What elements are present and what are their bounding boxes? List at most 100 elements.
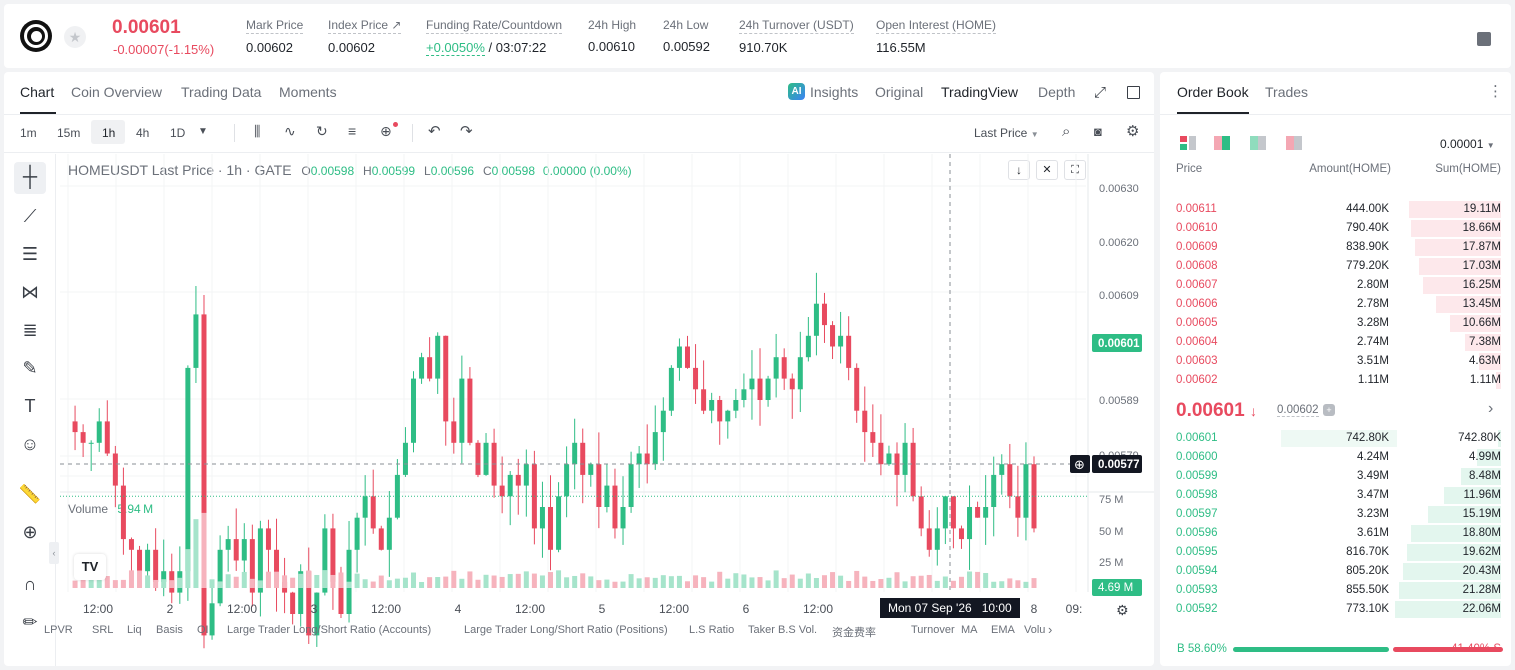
refresh-icon[interactable]: ↻ xyxy=(316,123,328,139)
gear-icon[interactable]: ⚙ xyxy=(1126,123,1140,140)
indicator-item[interactable]: Large Trader Long/Short Ratio (Positions… xyxy=(464,624,668,636)
template-icon[interactable]: ≡ xyxy=(348,123,357,139)
indicator-item[interactable]: EMA xyxy=(991,624,1015,636)
tab-coin-overview[interactable]: Coin Overview xyxy=(71,84,163,100)
indicator-item[interactable]: 资金费率 xyxy=(832,627,876,639)
indicator-item[interactable]: Large Trader Long/Short Ratio (Accounts) xyxy=(227,624,432,636)
indicator-item[interactable]: Turnover xyxy=(911,624,955,636)
tab-trades[interactable]: Trades xyxy=(1265,84,1309,100)
bid-row[interactable]: 0.00594 805.20K 20.43M xyxy=(1160,562,1511,581)
chart-settings-icon[interactable]: ⚙ xyxy=(1116,602,1129,618)
stat-24h-high: 24h High 0.00610 xyxy=(588,18,636,54)
timeframe-1d[interactable]: 1D xyxy=(170,126,186,140)
candles-icon[interactable]: ⫼ xyxy=(254,123,261,139)
tab-order-book[interactable]: Order Book xyxy=(1177,84,1249,100)
bid-row[interactable]: 0.00600 4.24M 4.99M xyxy=(1160,448,1511,467)
indicator-item[interactable]: L.S Ratio xyxy=(689,624,735,636)
collapse-toolbar-icon[interactable]: ‹ xyxy=(49,542,59,564)
indicators-icon[interactable]: ∿ xyxy=(284,123,296,139)
fullscreen-icon[interactable]: ⛶ xyxy=(1064,160,1086,180)
volume-bar xyxy=(676,575,682,588)
ask-row[interactable]: 0.00607 2.80M 16.25M xyxy=(1160,276,1511,295)
ask-row[interactable]: 0.00608 779.20K 17.03M xyxy=(1160,257,1511,276)
tab-moments[interactable]: Moments xyxy=(279,84,337,100)
more-icon[interactable]: ⋮ xyxy=(1488,83,1503,100)
pencil-icon[interactable]: ✏ xyxy=(22,612,38,632)
stat-index-price[interactable]: Index Price ↗ 0.00602 xyxy=(328,18,402,55)
brush-icon[interactable]: ✎ xyxy=(22,358,38,378)
expand-icon[interactable]: ⤢ xyxy=(1094,84,1107,101)
favorite-star-icon[interactable]: ★ xyxy=(64,26,86,48)
bid-row[interactable]: 0.00599 3.49M 8.48M xyxy=(1160,467,1511,486)
indicator-item[interactable]: Volu xyxy=(1024,624,1046,636)
indicator-item[interactable]: MA xyxy=(961,624,978,636)
crosshair-tool-icon[interactable]: ┼ xyxy=(14,162,46,194)
indicator-item[interactable]: LPVR xyxy=(44,624,73,636)
indicator-item[interactable]: Liq xyxy=(127,624,142,636)
bid-row[interactable]: 0.00595 816.70K 19.62M xyxy=(1160,543,1511,562)
chevron-right-icon[interactable]: › xyxy=(1488,400,1494,417)
price-type-select[interactable]: Last Price ▼ xyxy=(974,126,1039,140)
bid-row[interactable]: 0.00597 3.23M 15.19M xyxy=(1160,505,1511,524)
stat-mark-price[interactable]: Mark Price 0.00602 xyxy=(246,18,304,55)
add-indicator-icon[interactable]: ⊕ xyxy=(380,122,398,140)
ask-row[interactable]: 0.00604 2.74M 7.38M xyxy=(1160,333,1511,352)
ask-row[interactable]: 0.00606 2.78M 13.45M xyxy=(1160,295,1511,314)
camera-icon[interactable]: ◙ xyxy=(1094,124,1102,139)
view-original[interactable]: Original xyxy=(875,84,924,100)
chevron-right-icon[interactable]: › xyxy=(1048,622,1053,637)
chevron-down-icon[interactable]: ▼ xyxy=(198,126,208,137)
tab-chart[interactable]: Chart xyxy=(20,84,55,100)
ask-row[interactable]: 0.00602 1.11M 1.11M xyxy=(1160,371,1511,390)
fib-icon[interactable]: ≣ xyxy=(22,320,38,340)
emoji-icon[interactable]: ☺ xyxy=(20,434,40,454)
ruler-icon[interactable]: 📏 xyxy=(18,484,42,504)
ask-row[interactable]: 0.00611 444.00K 19.11M xyxy=(1160,200,1511,219)
indicator-item[interactable]: OI xyxy=(197,624,209,636)
timeframe-1h[interactable]: 1h xyxy=(102,126,116,140)
indicator-item[interactable]: SRL xyxy=(92,624,114,636)
view-both-icon[interactable] xyxy=(1180,136,1196,150)
timeframe-1m[interactable]: 1m xyxy=(20,126,37,140)
collapse-icon[interactable]: ✕ xyxy=(1036,160,1058,180)
timeframe-4h[interactable]: 4h xyxy=(136,126,150,140)
view-depth[interactable]: Depth xyxy=(1038,84,1076,100)
ask-row[interactable]: 0.00609 838.90K 17.87M xyxy=(1160,238,1511,257)
redo-icon[interactable]: ↷ xyxy=(460,123,473,140)
bid-row[interactable]: 0.00596 3.61M 18.80M xyxy=(1160,524,1511,543)
ask-row[interactable]: 0.00605 3.28M 10.66M xyxy=(1160,314,1511,333)
arrow-down-icon[interactable]: ↓ xyxy=(1008,160,1030,180)
bid-row[interactable]: 0.00592 773.10K 22.06M xyxy=(1160,600,1511,619)
document-icon[interactable] xyxy=(1477,32,1491,46)
bid-row[interactable]: 0.00601 742.80K 742.80K xyxy=(1160,429,1511,448)
mid-mark-price[interactable]: 0.00602 xyxy=(1277,404,1319,417)
text-icon[interactable]: T xyxy=(24,396,36,416)
indicator-item[interactable]: Basis xyxy=(156,624,183,636)
precision-select[interactable]: 0.00001 ▼ xyxy=(1440,137,1495,151)
view-split-icon[interactable] xyxy=(1214,136,1230,150)
stat-funding-rate[interactable]: Funding Rate/Countdown +0.0050% / 03:07:… xyxy=(426,18,563,56)
view-bids-icon[interactable] xyxy=(1250,136,1266,150)
volume-bar xyxy=(338,572,344,588)
trend-line-icon[interactable]: ⟋ xyxy=(23,206,37,226)
stat-24h-turnover[interactable]: 24h Turnover (USDT) 910.70K xyxy=(739,18,854,55)
window-icon[interactable] xyxy=(1127,86,1140,99)
stat-open-interest[interactable]: Open Interest (HOME) 116.55M xyxy=(876,18,997,55)
indicator-item[interactable]: Taker B.S Vol. xyxy=(748,624,818,636)
magnet-icon[interactable]: ∩ xyxy=(23,574,37,594)
ask-row[interactable]: 0.00603 3.51M 4.63M xyxy=(1160,352,1511,371)
view-tradingview[interactable]: TradingView xyxy=(941,84,1019,100)
ask-row[interactable]: 0.00610 790.40K 18.66M xyxy=(1160,219,1511,238)
undo-icon[interactable]: ↶ xyxy=(428,123,441,140)
view-insights[interactable]: Insights xyxy=(810,84,859,100)
pattern-icon[interactable]: ⋈ xyxy=(21,282,39,302)
bid-row[interactable]: 0.00598 3.47M 11.96M xyxy=(1160,486,1511,505)
timeframe-15m[interactable]: 15m xyxy=(57,126,81,140)
view-asks-icon[interactable] xyxy=(1286,136,1302,150)
candlestick-chart[interactable]: 0.006300.006200.006090.005890.005790.006… xyxy=(4,72,1154,666)
horizontal-lines-icon[interactable]: ☰ xyxy=(21,244,39,264)
tab-trading-data[interactable]: Trading Data xyxy=(181,84,262,100)
bid-row[interactable]: 0.00593 855.50K 21.28M xyxy=(1160,581,1511,600)
zoom-icon[interactable]: ⊕ xyxy=(22,522,38,542)
search-icon[interactable]: ⌕ xyxy=(1062,123,1071,140)
